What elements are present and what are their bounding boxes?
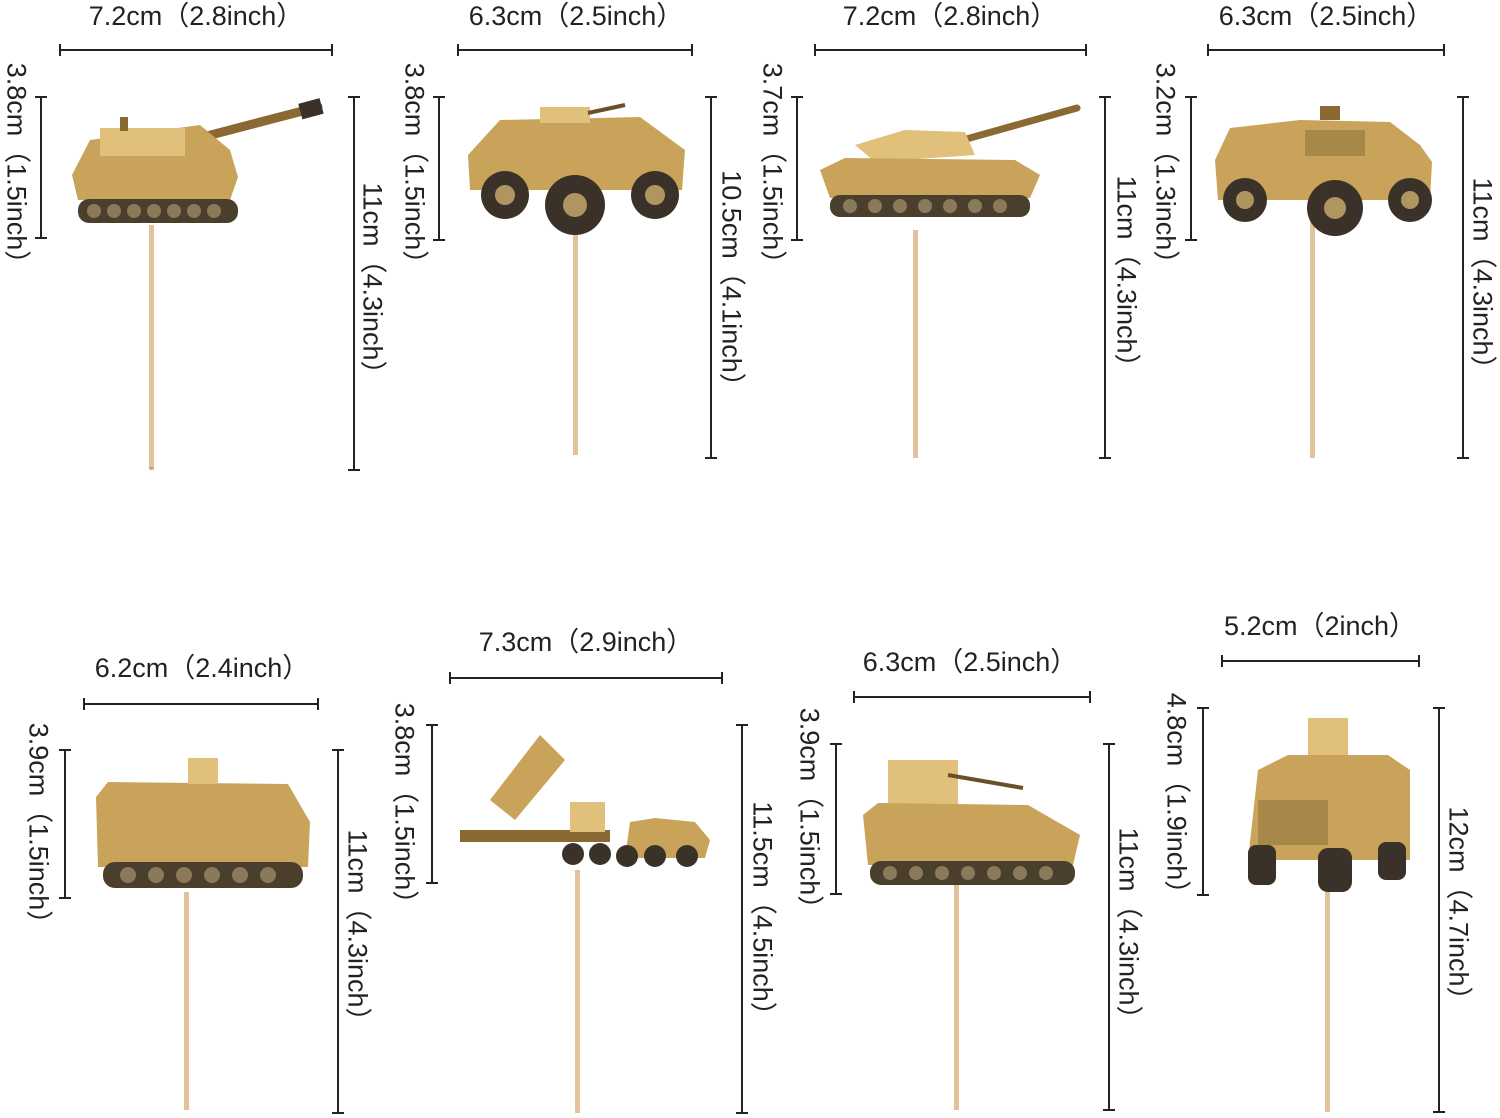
width-dimension-line xyxy=(1221,655,1420,667)
image-height-dimension-line xyxy=(830,743,842,895)
total-height-dimension-line xyxy=(736,724,748,1114)
humvee-topper xyxy=(1210,100,1442,458)
width-dimension-line xyxy=(853,691,1091,703)
truck-cab xyxy=(625,818,710,858)
image-height-dimension-line xyxy=(426,724,438,884)
apc-topper xyxy=(88,752,316,1110)
vehicle-hull xyxy=(863,803,1080,865)
width-label: 6.3cm（2.5inch） xyxy=(468,1,684,31)
vehicle-hull xyxy=(1215,120,1432,200)
total-height-label: 12cm（4.7inch） xyxy=(1443,806,1474,1014)
wheels xyxy=(1223,178,1432,236)
total-height-label: 11cm（4.3inch） xyxy=(1111,175,1142,381)
toothpick-stick xyxy=(184,892,189,1110)
toothpick-stick xyxy=(954,885,959,1110)
width-dimension-line xyxy=(449,672,723,684)
image-height-label: 3.8cm（1.5inch） xyxy=(1,62,32,278)
total-height-dimension-line xyxy=(332,749,344,1114)
wheeled-apc-topper xyxy=(460,95,690,455)
image-height-dimension-line xyxy=(35,96,47,239)
width-label: 6.3cm（2.5inch） xyxy=(1218,1,1434,31)
total-height-label: 11cm（4.3inch） xyxy=(342,829,373,1035)
total-height-dimension-line xyxy=(1433,707,1445,1113)
width-label: 6.2cm（2.4inch） xyxy=(94,653,310,683)
total-height-label: 10.5cm（4.1inch） xyxy=(716,170,747,400)
image-height-label: 3.8cm（1.5inch） xyxy=(389,702,420,918)
missile-launcher-topper xyxy=(455,730,717,1113)
toothpick-stick xyxy=(149,225,154,470)
image-height-label: 3.7cm（1.5inch） xyxy=(757,62,788,278)
total-height-dimension-line xyxy=(1103,743,1115,1111)
width-dimension-line xyxy=(59,44,333,56)
ifv-topper xyxy=(858,755,1086,1110)
total-height-dimension-line xyxy=(705,96,717,459)
toothpick-stick xyxy=(1325,880,1330,1112)
launcher-box xyxy=(490,735,565,820)
image-height-dimension-line xyxy=(433,96,445,241)
image-height-dimension-line xyxy=(791,96,803,241)
width-label: 7.3cm（2.9inch） xyxy=(478,627,694,657)
toothpick-stick xyxy=(575,870,580,1113)
total-height-label: 11cm（4.3inch） xyxy=(1113,827,1144,1033)
vehicle-hull xyxy=(96,782,310,867)
width-label: 6.3cm（2.5inch） xyxy=(862,647,1078,677)
width-label: 5.2cm（2inch） xyxy=(1223,611,1417,641)
mrap-topper xyxy=(1228,710,1418,1112)
toothpick-stick xyxy=(913,230,918,458)
image-height-label: 3.8cm（1.5inch） xyxy=(399,62,430,278)
image-height-dimension-line xyxy=(1197,707,1209,896)
total-height-label: 11cm（4.3inch） xyxy=(357,182,388,388)
total-height-dimension-line xyxy=(1099,96,1111,459)
total-height-label: 11.5cm（4.5inch） xyxy=(747,801,778,1029)
grille xyxy=(1258,800,1328,845)
image-height-dimension-line xyxy=(1185,96,1197,241)
width-dimension-line xyxy=(1207,44,1445,56)
width-label: 7.2cm（2.8inch） xyxy=(842,1,1058,31)
image-height-label: 3.2cm（1.3inch） xyxy=(1150,62,1181,278)
image-height-label: 4.8cm（1.9inch） xyxy=(1161,692,1192,908)
wheels xyxy=(562,843,698,867)
image-height-label: 3.9cm（1.5inch） xyxy=(23,722,54,938)
width-label: 7.2cm（2.8inch） xyxy=(88,1,304,31)
total-height-dimension-line xyxy=(348,96,360,471)
total-height-label: 11cm（4.3inch） xyxy=(1467,177,1498,383)
image-height-label: 3.9cm（1.5inch） xyxy=(794,707,825,923)
tank-topper xyxy=(815,100,1085,458)
wheels xyxy=(1248,842,1406,892)
width-dimension-line xyxy=(457,44,693,56)
toothpick-stick xyxy=(573,235,578,455)
image-height-dimension-line xyxy=(59,749,71,899)
width-dimension-line xyxy=(83,698,319,710)
vehicle-hull xyxy=(468,117,685,190)
total-height-dimension-line xyxy=(1457,96,1469,459)
vehicle-hull xyxy=(820,158,1040,198)
wheels xyxy=(481,171,679,235)
turret xyxy=(888,760,958,805)
howitzer-topper xyxy=(60,95,340,470)
turret xyxy=(855,130,975,162)
toothpick-stick xyxy=(1310,220,1315,458)
width-dimension-line xyxy=(814,44,1087,56)
